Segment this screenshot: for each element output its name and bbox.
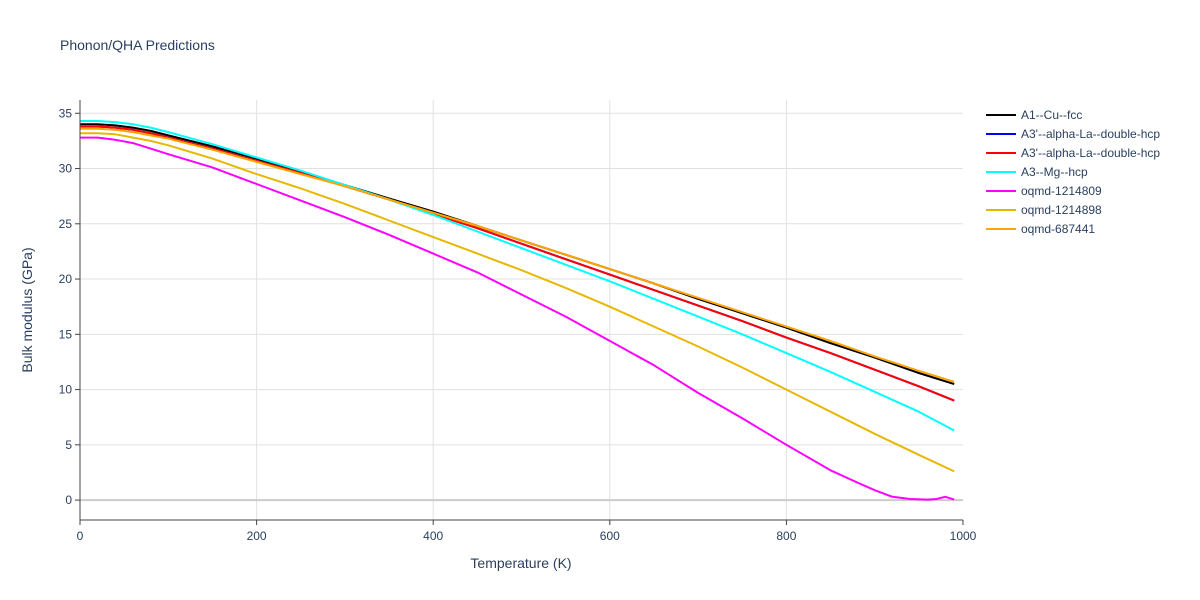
y-tick-label: 15 (59, 327, 73, 341)
axes-layer: 0 200 400 600 800 1000 0 5 10 15 20 25 30 35 (59, 100, 977, 543)
series-line-5 (80, 136, 955, 501)
legend-label: oqmd-687441 (1021, 222, 1095, 236)
y-tick-label: 5 (65, 438, 72, 452)
legend-item: A3--Mg--hcp (986, 165, 1088, 179)
x-tick-label: 1000 (950, 529, 977, 543)
legend-label: A3'--alpha-La--double-hcp (1021, 146, 1160, 160)
series-line-3 (80, 125, 955, 402)
series-layer (80, 120, 955, 501)
legend-item: oqmd-1214898 (986, 203, 1102, 217)
legend-item: A3'--alpha-La--double-hcp (986, 146, 1160, 160)
legend-label: A1--Cu--fcc (1021, 108, 1082, 122)
legend: A1--Cu--fcc A3'--alpha-La--double-hcp A3'-… (986, 108, 1160, 236)
y-tick-label: 25 (59, 217, 73, 231)
y-tick-label: 30 (59, 162, 73, 176)
x-tick-label: 200 (247, 529, 267, 543)
legend-label: oqmd-1214809 (1021, 184, 1102, 198)
y-axis-title: Bulk modulus (GPa) (19, 247, 35, 372)
legend-item: A3'--alpha-La--double-hcp (986, 127, 1160, 141)
x-tick-label: 800 (776, 529, 796, 543)
x-axis-title: Temperature (K) (470, 555, 571, 571)
grid-layer (80, 100, 963, 520)
legend-item: A1--Cu--fcc (986, 108, 1082, 122)
chart-title: Phonon/QHA Predictions (60, 37, 215, 53)
series-line-1 (80, 123, 955, 386)
legend-label: oqmd-1214898 (1021, 203, 1102, 217)
x-tick-label: 400 (423, 529, 443, 543)
legend-item: oqmd-1214809 (986, 184, 1102, 198)
series-line-4 (80, 120, 955, 432)
legend-label: A3--Mg--hcp (1021, 165, 1088, 179)
series-line-6 (80, 132, 955, 473)
y-tick-label: 20 (59, 272, 73, 286)
y-tick-label: 0 (65, 493, 72, 507)
y-tick-label: 10 (59, 383, 73, 397)
series-line-7 (80, 127, 955, 383)
y-tick-label: 35 (59, 106, 73, 120)
x-tick-label: 0 (77, 529, 84, 543)
legend-label: A3'--alpha-La--double-hcp (1021, 127, 1160, 141)
x-tick-label: 600 (600, 529, 620, 543)
legend-item: oqmd-687441 (986, 222, 1095, 236)
